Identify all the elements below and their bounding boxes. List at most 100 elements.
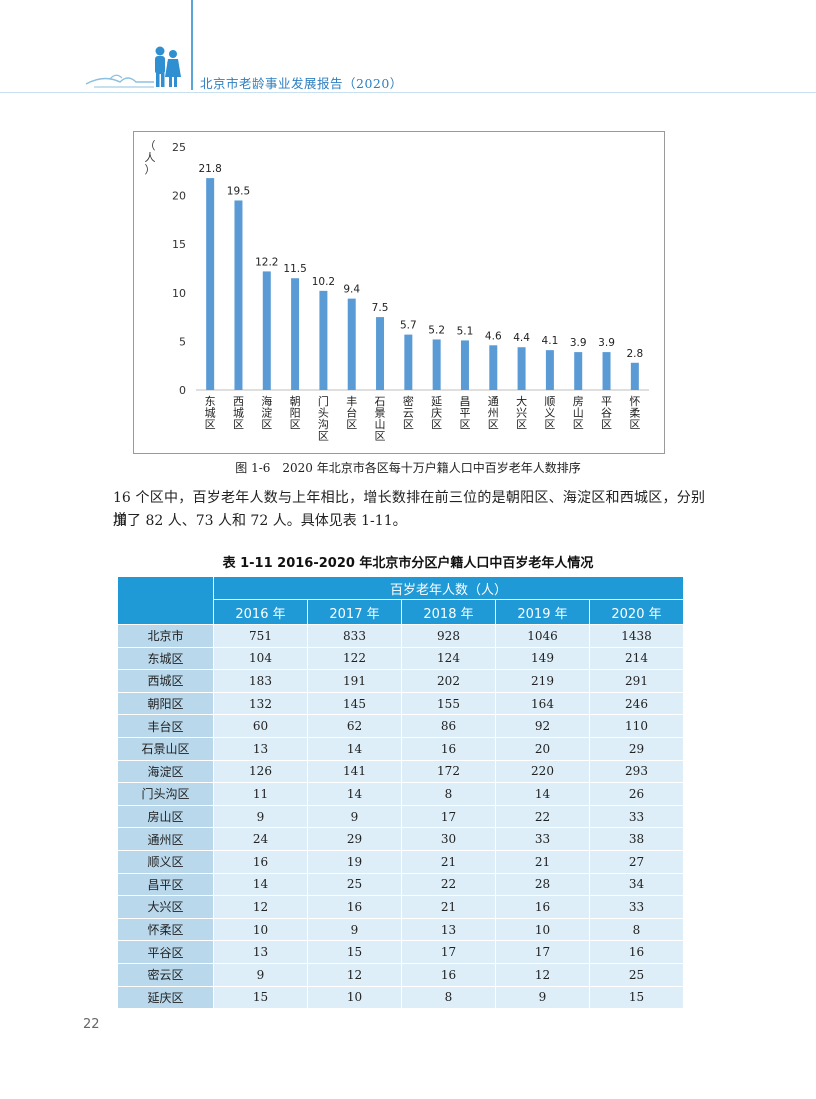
table-cell: 12 bbox=[495, 962, 590, 987]
table-cell: 34 bbox=[589, 872, 684, 897]
bar-value-label: 7.5 bbox=[372, 302, 389, 314]
table-cell: 183 bbox=[213, 669, 308, 693]
y-tick-label: 25 bbox=[172, 141, 186, 154]
table-cell: 25 bbox=[589, 962, 684, 987]
table-row: 朝阳区 132 145 155 164 246 bbox=[117, 691, 684, 716]
table-cell: 291 bbox=[589, 669, 684, 693]
table-year-header: 2018 年 bbox=[401, 599, 496, 625]
table-cell: 293 bbox=[589, 759, 684, 784]
table-group-header: 百岁老年人数（人） bbox=[213, 576, 684, 600]
table-cell: 16 bbox=[589, 940, 684, 964]
table-cell: 10 bbox=[213, 917, 308, 942]
table-row-header: 大兴区 bbox=[117, 895, 214, 919]
table-cell: 9 bbox=[213, 804, 308, 829]
table-cell: 164 bbox=[495, 691, 590, 716]
table-cell: 62 bbox=[307, 714, 402, 738]
y-tick-label: 10 bbox=[172, 287, 186, 300]
body-paragraph-line-2: 加了 82 人、73 人和 72 人。具体见表 1-11。 bbox=[113, 513, 407, 529]
table-cell: 17 bbox=[495, 940, 590, 964]
bar bbox=[291, 278, 300, 390]
table-row: 怀柔区 10 9 13 10 8 bbox=[117, 917, 684, 942]
x-category-label-char: 平 bbox=[601, 395, 612, 408]
table-row-header: 西城区 bbox=[117, 669, 214, 693]
table-row: 海淀区 126 141 172 220 293 bbox=[117, 759, 684, 784]
bar-value-label: 5.7 bbox=[400, 320, 417, 332]
table-cell: 172 bbox=[401, 759, 496, 784]
table-cell: 28 bbox=[495, 872, 590, 897]
x-category-label-char: 庆 bbox=[431, 406, 442, 420]
table-row: 石景山区 13 14 16 20 29 bbox=[117, 736, 684, 761]
table-row: 顺义区 16 19 21 21 27 bbox=[117, 849, 684, 874]
x-category-label-char: 平 bbox=[459, 407, 470, 420]
x-category-label-char: 门 bbox=[318, 394, 329, 408]
bar-chart-svg: 0 5 10 15 20 25 21.8 东城区 19.5 西城区 12.2 海淀区 11.5 朝阳区 10… bbox=[172, 141, 649, 443]
x-category-label-char: 山 bbox=[375, 418, 386, 431]
x-category-label-char: 沟 bbox=[318, 418, 329, 431]
bar-value-label: 9.4 bbox=[343, 284, 360, 296]
bar-value-label: 12.2 bbox=[255, 256, 278, 268]
x-category-label-char: 海 bbox=[261, 394, 272, 408]
table-cell: 86 bbox=[401, 714, 496, 738]
table-row-header: 通州区 bbox=[117, 827, 214, 851]
table-cell: 16 bbox=[401, 962, 496, 987]
table-row: 西城区 183 191 202 219 291 bbox=[117, 669, 684, 693]
x-category-label-char: 密 bbox=[403, 394, 414, 408]
table-cell: 833 bbox=[307, 624, 402, 648]
bar-value-label: 19.5 bbox=[227, 185, 250, 197]
table-cell: 1046 bbox=[495, 624, 590, 648]
x-category-label-char: 区 bbox=[601, 418, 612, 431]
table-cell: 22 bbox=[401, 872, 496, 897]
bar bbox=[517, 347, 526, 390]
table-cell: 17 bbox=[401, 804, 496, 829]
table-cell: 10 bbox=[495, 917, 590, 942]
x-category-label-char: 区 bbox=[459, 418, 470, 431]
table-row-header: 门头沟区 bbox=[117, 782, 214, 806]
bar-value-label: 4.4 bbox=[513, 332, 530, 344]
x-category-label-char: 山 bbox=[573, 407, 584, 420]
bar bbox=[347, 298, 356, 390]
x-category-label-char: 区 bbox=[431, 418, 442, 431]
table-cell: 14 bbox=[307, 736, 402, 761]
table-row-header: 昌平区 bbox=[117, 872, 214, 897]
table-cell: 14 bbox=[307, 782, 402, 806]
x-category-label-char: 朝 bbox=[290, 395, 301, 408]
table-cell: 16 bbox=[307, 895, 402, 919]
table-cell: 14 bbox=[495, 782, 590, 806]
bar bbox=[432, 339, 441, 390]
x-category-label-char: 区 bbox=[261, 418, 272, 431]
table-cell: 126 bbox=[213, 759, 308, 784]
table-cell: 13 bbox=[401, 917, 496, 942]
x-category-label-char: 区 bbox=[544, 418, 555, 431]
bar-value-label: 21.8 bbox=[198, 163, 221, 175]
x-category-label-char: 石 bbox=[375, 395, 386, 408]
table-cell: 145 bbox=[307, 691, 402, 716]
table-cell: 15 bbox=[213, 985, 308, 1010]
y-tick-label: 20 bbox=[172, 190, 186, 203]
table-cell: 22 bbox=[495, 804, 590, 829]
table-cell: 214 bbox=[589, 646, 684, 671]
x-category-label-char: 顺 bbox=[544, 395, 555, 408]
table-year-header: 2020 年 bbox=[589, 599, 684, 625]
bar bbox=[206, 178, 215, 390]
header-divider-vertical bbox=[191, 0, 193, 90]
table-cell: 12 bbox=[213, 895, 308, 919]
table-row: 丰台区 60 62 86 92 110 bbox=[117, 714, 684, 738]
x-category-label-char: 谷 bbox=[601, 407, 612, 420]
table-cell: 12 bbox=[307, 962, 402, 987]
table-cell: 246 bbox=[589, 691, 684, 716]
x-category-label-char: 区 bbox=[488, 418, 499, 431]
table-cell: 149 bbox=[495, 646, 590, 671]
x-category-label-char: 区 bbox=[375, 430, 386, 443]
table-row: 密云区 9 12 16 12 25 bbox=[117, 962, 684, 987]
table-cell: 29 bbox=[307, 827, 402, 851]
table-cell: 928 bbox=[401, 624, 496, 648]
x-category-label-char: 义 bbox=[544, 407, 555, 420]
bar bbox=[376, 317, 385, 390]
x-category-label-char: 城 bbox=[205, 407, 216, 420]
x-category-label-char: 西 bbox=[233, 395, 244, 408]
x-category-label-char: 昌 bbox=[459, 395, 470, 408]
table-row-header: 海淀区 bbox=[117, 759, 214, 784]
x-category-label-char: 头 bbox=[318, 407, 329, 420]
table-cell: 20 bbox=[495, 736, 590, 761]
table-cell: 104 bbox=[213, 646, 308, 671]
